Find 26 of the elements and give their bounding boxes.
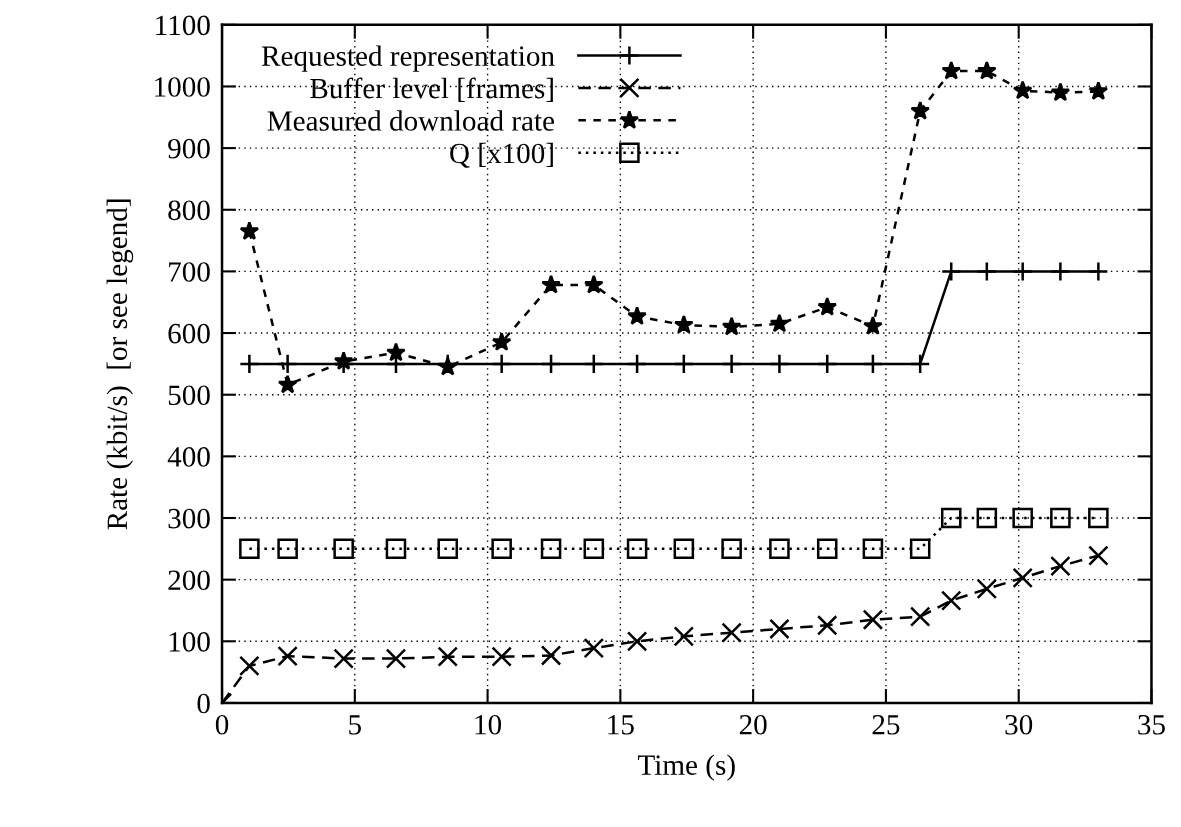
legend-label: Requested representation [261, 45, 555, 72]
x-tick-label: 25 [872, 714, 900, 735]
y-tick-label: 100 [169, 632, 210, 652]
x-tick-label: 35 [1138, 714, 1165, 735]
y-tick-label: 1100 [156, 15, 210, 36]
y-tick-label: 800 [168, 200, 210, 221]
y-tick-label: 500 [168, 385, 210, 406]
y-tick-label: 600 [168, 323, 210, 344]
x-tick-label: 0 [215, 714, 229, 735]
x-tick-label: 20 [739, 714, 767, 735]
y-tick-label: 900 [168, 138, 210, 159]
x-tick-label: 30 [1005, 714, 1033, 735]
x-tick-label: 10 [475, 714, 502, 735]
y-tick-label: 700 [169, 262, 210, 282]
x-tick-label: 5 [349, 715, 361, 735]
y-tick-label: 0 [197, 693, 210, 714]
y-tick-label: 1000 [155, 77, 210, 97]
x-axis-title: Time (s) [637, 754, 735, 781]
y-tick-label: 400 [167, 447, 210, 467]
legend-label: Buffer level [frames] [310, 77, 553, 103]
y-tick-label: 200 [168, 570, 210, 591]
x-tick-label: 15 [608, 715, 634, 735]
y-axis-title: Rate (kbit/s) [or see legend] [106, 199, 134, 530]
y-tick-label: 300 [168, 508, 210, 529]
legend-label: Q [x100] [450, 142, 553, 168]
legend-label: Measured download rate [267, 110, 555, 131]
